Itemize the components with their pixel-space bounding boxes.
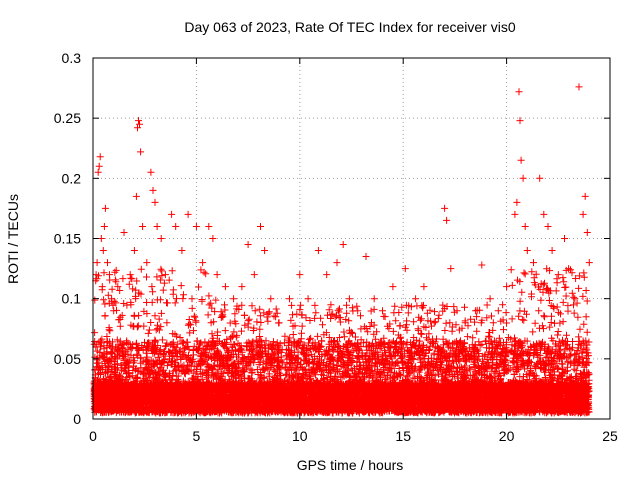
x-tick-label: 5 xyxy=(193,428,201,444)
x-tick-label: 15 xyxy=(395,428,411,444)
axis-ticks: 0 5 10 15 20 25 0 0.05 0.1 0.15 0.2 0.25 0.3 xyxy=(54,50,618,444)
x-tick-label: 20 xyxy=(499,428,515,444)
data-point-markers xyxy=(91,269,592,417)
x-axis-label: GPS time / hours xyxy=(297,457,404,473)
x-tick-label: 25 xyxy=(602,428,618,444)
y-tick-label: 0.1 xyxy=(62,291,82,307)
x-tick-label: 0 xyxy=(89,428,97,444)
y-tick-label: 0.2 xyxy=(62,170,82,186)
y-tick-label: 0 xyxy=(73,411,81,427)
x-tick-label: 10 xyxy=(292,428,308,444)
chart-title: Day 063 of 2023, Rate Of TEC Index for r… xyxy=(184,19,515,35)
data-point-markers xyxy=(91,273,581,416)
y-tick-label: 0.15 xyxy=(54,231,81,247)
data-points xyxy=(90,83,593,417)
y-tick-label: 0.3 xyxy=(62,50,82,66)
y-axis-label: ROTI / TECUs xyxy=(5,194,21,284)
y-tick-label: 0.05 xyxy=(54,351,81,367)
y-tick-label: 0.25 xyxy=(54,110,81,126)
